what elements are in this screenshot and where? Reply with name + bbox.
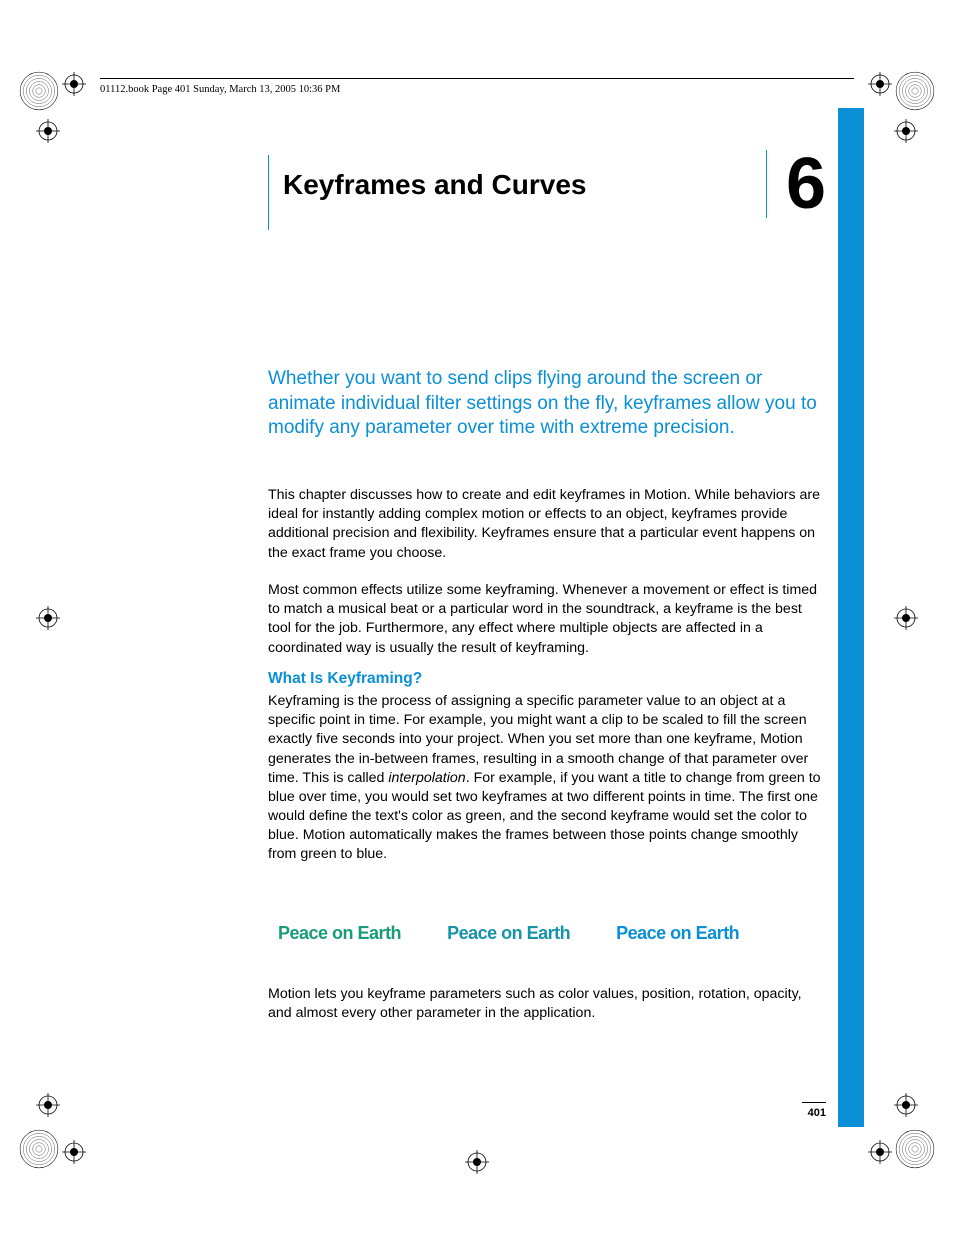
- reg-mark: [894, 1093, 918, 1117]
- spiro-mark: [18, 70, 60, 112]
- chapter-number-wrap: 6: [766, 150, 826, 218]
- chapter-number: 6: [773, 150, 826, 218]
- body-paragraph-4: Motion lets you keyframe parameters such…: [268, 985, 828, 1023]
- body-paragraph-2: Most common effects utilize some keyfram…: [268, 581, 828, 658]
- reg-mark: [36, 606, 60, 630]
- section-heading: What Is Keyframing?: [268, 670, 422, 688]
- reg-mark: [62, 1140, 86, 1164]
- reg-mark: [36, 119, 60, 143]
- reg-mark: [62, 72, 86, 96]
- color-example-row: Peace on Earth Peace on Earth Peace on E…: [278, 923, 838, 944]
- reg-mark: [465, 1150, 489, 1174]
- peace-text-3: Peace on Earth: [616, 923, 739, 944]
- body-paragraph-3: Keyframing is the process of assigning a…: [268, 692, 828, 865]
- peace-text-1: Peace on Earth: [278, 923, 401, 944]
- spiro-mark: [894, 70, 936, 112]
- peace-text-2: Peace on Earth: [447, 923, 570, 944]
- reg-mark: [894, 606, 918, 630]
- chapter-title: Keyframes and Curves: [283, 155, 586, 201]
- spiro-mark: [18, 1128, 60, 1170]
- page-number: 401: [802, 1102, 826, 1119]
- header-rule: [100, 78, 854, 79]
- header-runner: 01112.book Page 401 Sunday, March 13, 20…: [100, 84, 340, 95]
- reg-mark: [868, 1140, 892, 1164]
- reg-mark: [868, 72, 892, 96]
- chapter-title-wrap: Keyframes and Curves: [268, 155, 586, 230]
- p3-italic: interpolation: [388, 770, 465, 786]
- reg-mark: [36, 1093, 60, 1117]
- chapter-intro: Whether you want to send clips flying ar…: [268, 367, 828, 441]
- spiro-mark: [894, 1128, 936, 1170]
- chapter-sidebar: [838, 108, 864, 1127]
- body-paragraph-1: This chapter discusses how to create and…: [268, 486, 828, 563]
- reg-mark: [894, 119, 918, 143]
